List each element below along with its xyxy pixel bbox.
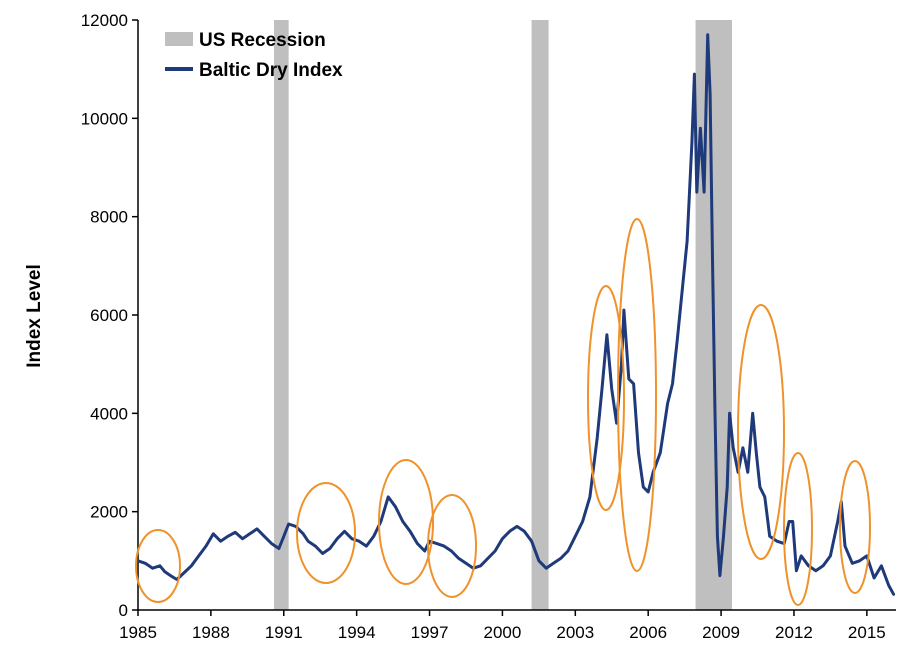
x-tick-label: 1988 (192, 623, 230, 642)
y-tick-label: 0 (119, 601, 128, 620)
highlight-ellipse-2010 (737, 304, 785, 560)
x-tick-label: 2000 (484, 623, 522, 642)
highlight-ellipse-1986 (135, 529, 181, 603)
y-axis-title: Index Level (24, 264, 45, 368)
highlight-ellipse-2004 (587, 285, 625, 511)
recession-band-2 (531, 20, 549, 610)
highlight-ellipse-1998 (427, 494, 477, 598)
legend: US Recession Baltic Dry Index (165, 30, 343, 81)
x-tick-label: 1985 (119, 623, 157, 642)
y-tick-label: 12000 (81, 11, 128, 30)
recession-band-1 (274, 20, 289, 610)
tick-labels: 0 2000 4000 6000 8000 10000 12000 1985 1988 1991 1… (81, 11, 886, 642)
y-tick-label: 4000 (90, 404, 128, 423)
axes (132, 19, 896, 616)
y-tick-label: 6000 (90, 306, 128, 325)
legend-swatch-recession (165, 32, 193, 46)
x-tick-label: 2015 (848, 623, 886, 642)
y-tick-label: 2000 (90, 503, 128, 522)
x-tick-label: 2012 (775, 623, 813, 642)
series-line-baltic-dry-index (136, 33, 896, 596)
x-tick-label: 2006 (629, 623, 667, 642)
highlight-ellipse-1996 (378, 459, 434, 585)
annotations (135, 218, 871, 606)
x-tick-label: 1994 (338, 623, 376, 642)
highlight-ellipse-1992 (296, 482, 356, 584)
recession-bands (274, 20, 733, 610)
legend-label-bdi: Baltic Dry Index (199, 60, 343, 81)
x-tick-label: 2009 (702, 623, 740, 642)
x-tick-label: 1991 (265, 623, 303, 642)
x-tick-label: 1997 (411, 623, 449, 642)
highlight-ellipse-2014 (839, 460, 871, 594)
y-tick-label: 8000 (90, 208, 128, 227)
highlight-ellipse-2005 (617, 218, 657, 572)
y-tick-label: 10000 (81, 109, 128, 128)
x-tick-label: 2003 (556, 623, 594, 642)
highlight-ellipse-2012 (783, 452, 813, 606)
series-layer (136, 33, 896, 596)
legend-label-recession: US Recession (199, 30, 326, 51)
